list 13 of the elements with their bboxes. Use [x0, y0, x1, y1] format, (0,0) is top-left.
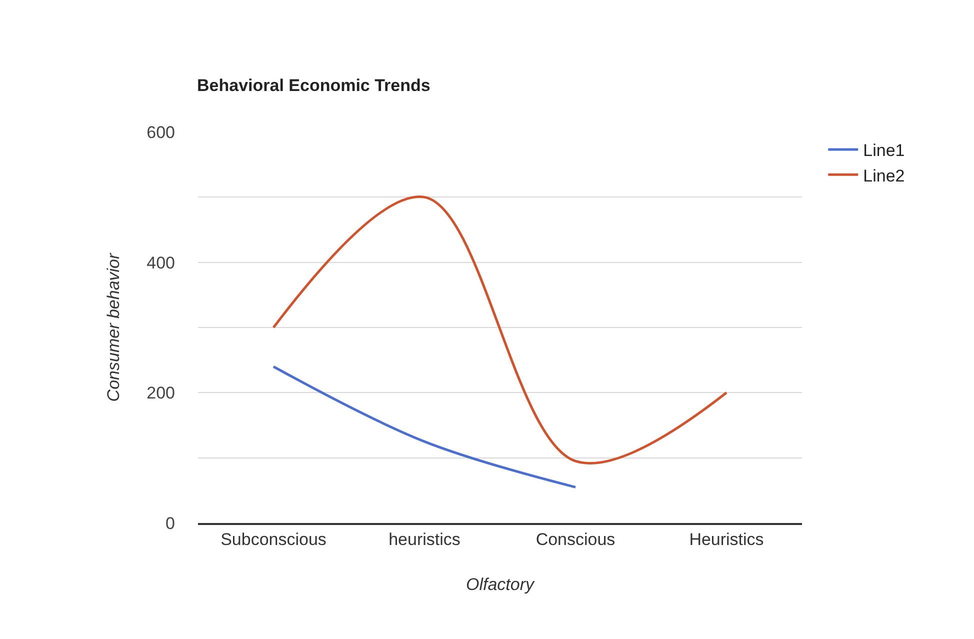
y-tick-label: 400: [146, 253, 175, 272]
legend-label: Line1: [863, 141, 905, 160]
y-tick-label: 0: [166, 514, 175, 533]
legend-label: Line2: [863, 166, 905, 186]
y-axis-title: Consumer behavior: [104, 252, 124, 402]
y-tick-label: 200: [146, 384, 175, 403]
x-tick-label: heuristics: [388, 530, 460, 550]
x-axis-title: Olfactory: [466, 575, 536, 594]
y-tick-label: 600: [146, 122, 175, 142]
x-tick-label: Conscious: [536, 530, 616, 550]
chart-title: Behavioral Economic Trends: [197, 76, 430, 95]
x-tick-label: Heuristics: [689, 530, 764, 550]
x-tick-label: Subconscious: [220, 530, 326, 550]
